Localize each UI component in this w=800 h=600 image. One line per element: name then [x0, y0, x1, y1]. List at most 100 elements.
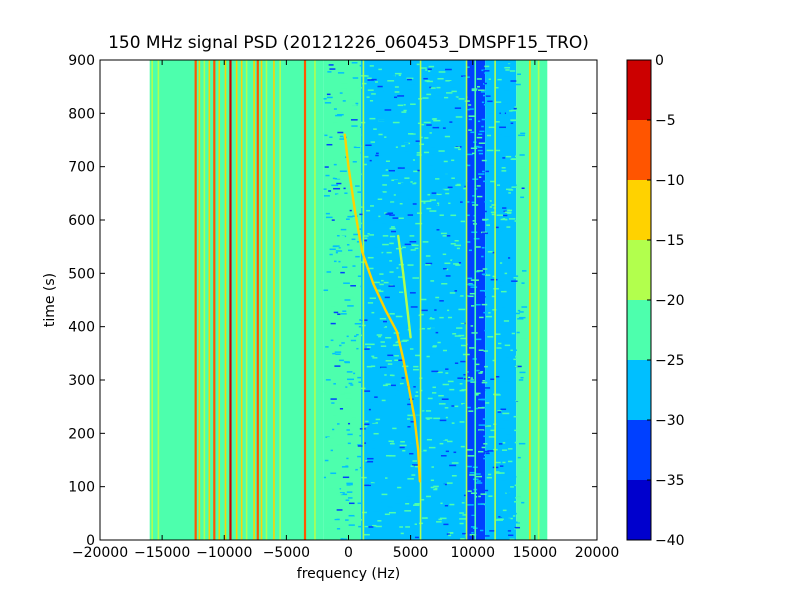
noise-speck [501, 170, 507, 172]
noise-speck [490, 380, 494, 383]
noise-speck [502, 442, 506, 444]
noise-speck [422, 524, 430, 526]
noise-speck [490, 180, 495, 183]
noise-speck [361, 82, 367, 85]
noise-speck [447, 375, 451, 377]
noise-speck [350, 280, 356, 282]
noise-speck [437, 341, 441, 344]
noise-speck [477, 503, 484, 505]
noise-speck [436, 193, 442, 196]
noise-speck [487, 312, 491, 314]
noise-speck [467, 108, 471, 111]
noise-speck [502, 340, 506, 343]
noise-speck [504, 272, 508, 275]
noise-speck [394, 96, 398, 99]
noise-speck [414, 503, 420, 505]
noise-speck [327, 382, 335, 384]
noise-speck [436, 239, 440, 241]
noise-speck [336, 235, 340, 237]
signal-line [303, 60, 307, 540]
noise-speck [516, 331, 520, 334]
noise-speck [481, 118, 488, 121]
noise-speck [389, 271, 394, 273]
noise-speck [404, 510, 412, 512]
noise-speck [371, 438, 376, 441]
noise-speck [496, 519, 503, 521]
noise-speck [514, 275, 519, 277]
noise-speck [367, 532, 372, 534]
noise-speck [493, 288, 499, 290]
noise-speck [359, 213, 364, 216]
noise-speck [428, 531, 434, 533]
noise-speck [328, 64, 334, 66]
noise-speck [379, 330, 382, 333]
noise-speck [445, 275, 451, 277]
noise-speck [480, 231, 488, 234]
noise-speck [423, 77, 428, 80]
noise-speck [366, 96, 370, 98]
noise-speck [455, 109, 461, 111]
chart-title: 150 MHz signal PSD (20121226_060453_DMSP… [108, 33, 589, 53]
noise-speck [385, 213, 392, 215]
noise-speck [382, 184, 387, 186]
noise-speck [429, 199, 437, 201]
noise-speck [444, 135, 451, 138]
noise-speck [367, 454, 373, 456]
noise-speck [342, 100, 346, 102]
noise-speck [510, 455, 516, 457]
noise-speck [433, 390, 440, 393]
noise-speck [437, 366, 441, 369]
noise-speck [441, 398, 449, 400]
noise-speck [507, 209, 513, 212]
noise-speck [344, 392, 351, 394]
noise-speck [341, 343, 349, 346]
noise-speck [493, 393, 500, 396]
noise-speck [413, 386, 416, 388]
noise-speck [350, 298, 358, 301]
noise-speck [463, 287, 467, 290]
noise-speck [384, 136, 387, 138]
noise-speck [345, 499, 350, 501]
noise-speck [464, 406, 471, 409]
noise-speck [444, 447, 448, 449]
noise-speck [477, 120, 481, 123]
noise-speck [485, 455, 493, 458]
noise-speck [449, 388, 455, 391]
noise-speck [478, 176, 482, 178]
noise-speck [426, 348, 431, 351]
noise-speck [461, 109, 465, 111]
noise-speck [503, 320, 510, 322]
noise-speck [510, 208, 515, 210]
noise-speck [409, 240, 417, 243]
noise-speck [502, 218, 506, 220]
noise-speck [475, 338, 482, 341]
noise-speck [415, 140, 421, 142]
noise-speck [350, 119, 358, 121]
noise-speck [487, 163, 495, 165]
noise-speck [395, 315, 403, 318]
noise-speck [347, 305, 354, 307]
noise-speck [467, 277, 473, 280]
noise-speck [460, 220, 466, 223]
noise-speck [375, 418, 381, 421]
noise-speck [515, 312, 520, 315]
noise-speck [456, 433, 459, 436]
noise-speck [511, 148, 515, 151]
noise-speck [338, 260, 341, 263]
noise-speck [421, 517, 428, 519]
noise-speck [384, 99, 391, 102]
noise-speck [505, 518, 511, 520]
noise-speck [323, 195, 330, 197]
noise-speck [432, 300, 438, 303]
noise-speck [333, 163, 337, 166]
noise-speck [442, 188, 450, 191]
noise-speck [497, 342, 502, 345]
noise-speck [514, 526, 521, 529]
noise-speck [346, 244, 350, 246]
noise-speck [467, 455, 475, 457]
noise-speck [384, 374, 387, 376]
colorbar-segment [627, 300, 651, 360]
noise-speck [372, 460, 376, 463]
noise-speck [421, 409, 425, 412]
noise-speck [504, 171, 508, 173]
